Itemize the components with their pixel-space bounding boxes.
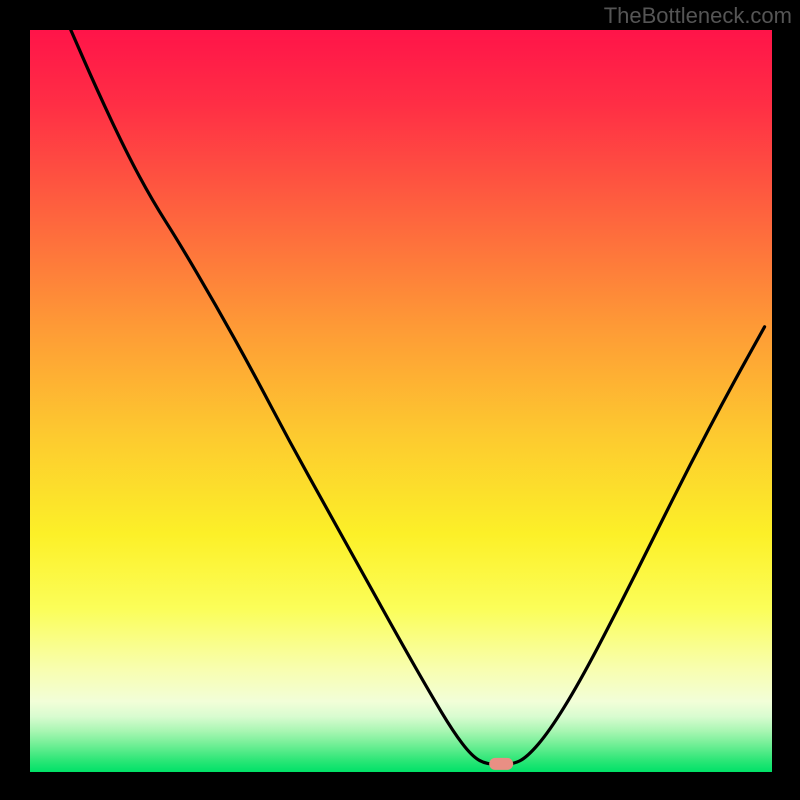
watermark-text: TheBottleneck.com bbox=[604, 3, 792, 29]
bottleneck-chart bbox=[0, 0, 800, 800]
optimal-point-marker bbox=[489, 758, 513, 770]
gradient-plot-area bbox=[30, 30, 772, 772]
chart-container: TheBottleneck.com bbox=[0, 0, 800, 800]
